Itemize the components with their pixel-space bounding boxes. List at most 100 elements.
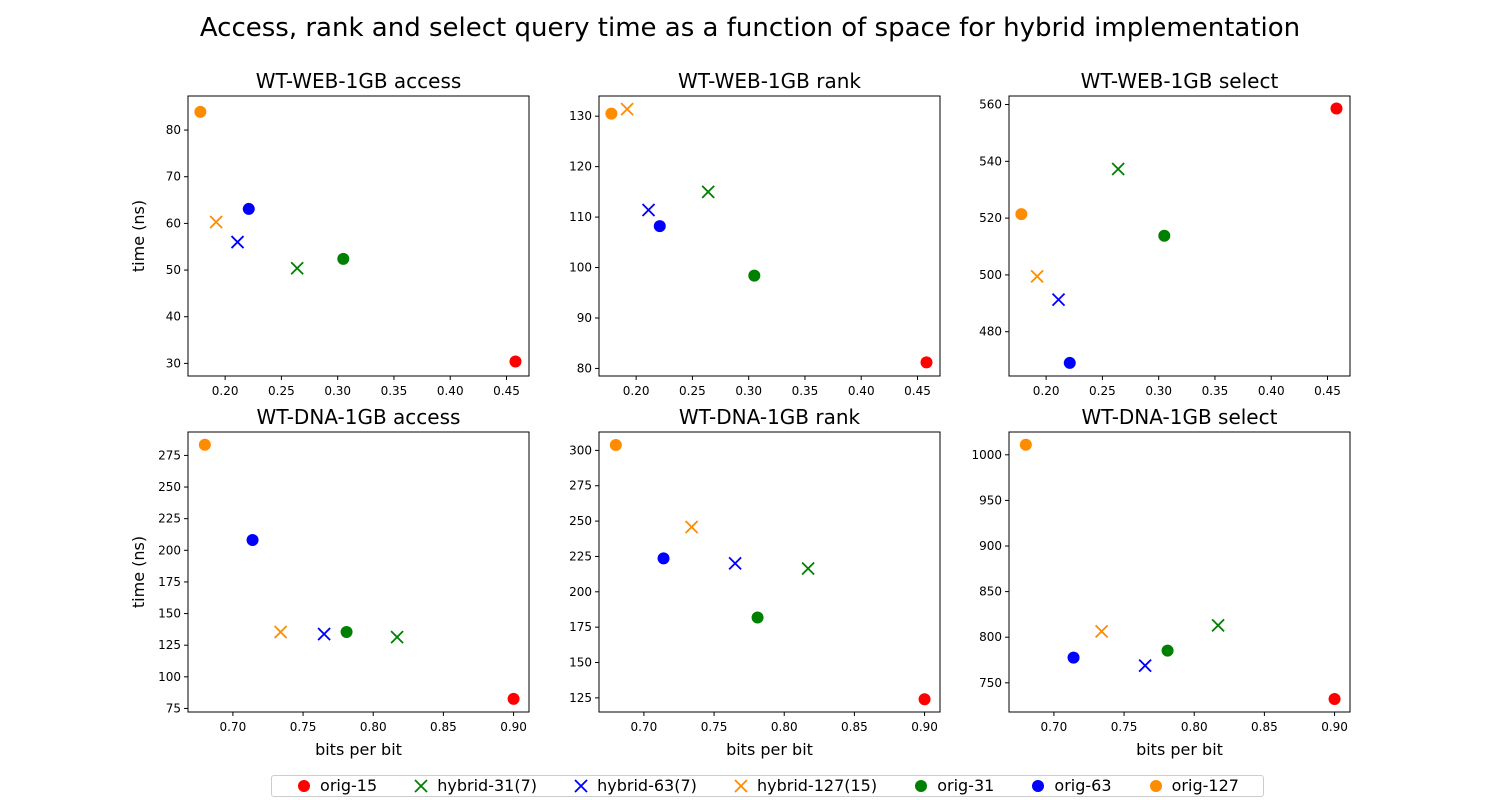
x-tick-label: 0.25 [679, 384, 706, 398]
y-tick-label: 540 [979, 154, 1002, 168]
legend-item-hybrid-31: hybrid-31(7) [413, 776, 537, 796]
legend-item-orig-31: orig-31 [913, 776, 994, 796]
data-point-hybrid-63(7) [1138, 658, 1152, 673]
legend-marker-x-icon [734, 779, 748, 793]
data-point-hybrid-31(7) [801, 561, 815, 576]
data-point-hybrid-127(15) [209, 215, 223, 229]
subplot-3: WT-WEB-1GB select 0.20 0.25 0.30 0.35 0.40 0.4… [979, 69, 1351, 398]
data-point-hybrid-63(7) [317, 627, 331, 641]
y-tick-label: 100 [569, 261, 592, 275]
subplot-title: WT-DNA-1GB rank [679, 405, 861, 429]
y-tick-label: 130 [569, 109, 592, 123]
legend-marker-circle-icon [1032, 780, 1045, 792]
data-point-orig-127 [1015, 208, 1028, 221]
legend-item-orig-15: orig-15 [296, 776, 377, 796]
plot-frame [598, 95, 941, 377]
x-tick-label: 0.35 [792, 384, 819, 398]
x-tick-label: 0.85 [430, 720, 457, 734]
data-point-hybrid-31(7) [1111, 162, 1125, 176]
y-tick-label: 90 [577, 311, 592, 325]
data-point-orig-31 [1158, 229, 1171, 242]
data-point-hybrid-63(7) [728, 556, 742, 571]
data-point-orig-63 [1067, 651, 1080, 664]
data-point-orig-127 [609, 439, 622, 452]
x-tick-label: 0.25 [1089, 384, 1116, 398]
legend-item-orig-127: orig-127 [1148, 776, 1239, 796]
x-tick-label: 0.80 [771, 720, 798, 734]
subplot-title: WT-DNA-1GB select [1082, 405, 1278, 429]
subplot-5: WT-DNA-1GB rank 0.70 0.75 0.80 0.85 0.90 125 15… [569, 405, 941, 759]
y-tick-label: 950 [979, 493, 1002, 507]
x-tick-label: 0.25 [268, 384, 295, 398]
data-point-orig-15 [920, 356, 933, 369]
x-tick-label: 0.20 [1033, 384, 1060, 398]
y-tick-label: 175 [569, 620, 592, 634]
data-point-hybrid-127(15) [620, 102, 634, 116]
y-tick-label: 225 [569, 549, 592, 563]
x-tick-label: 0.80 [1181, 720, 1208, 734]
y-tick-label: 125 [158, 638, 181, 652]
y-tick-label: 120 [569, 160, 592, 174]
data-point-orig-127 [198, 438, 211, 451]
x-tick-label: 0.40 [1258, 384, 1285, 398]
data-point-orig-127 [1019, 438, 1032, 451]
data-point-hybrid-31(7) [701, 185, 715, 199]
figure-title: Access, rank and select query time as a … [199, 13, 1301, 43]
data-point-hybrid-127(15) [273, 625, 288, 639]
data-point-orig-63 [657, 552, 670, 565]
data-point-hybrid-127(15) [1030, 269, 1044, 283]
plot-frame [1008, 95, 1351, 377]
x-tick-label: 0.80 [360, 720, 387, 734]
x-tick-label: 0.90 [500, 720, 527, 734]
plot-frame [1008, 431, 1351, 713]
legend-label: orig-15 [320, 776, 378, 795]
y-tick-label: 80 [166, 123, 181, 137]
data-point-hybrid-31(7) [290, 261, 304, 275]
y-tick-label: 1000 [971, 448, 1002, 462]
x-axis-label: bits per bit [1136, 740, 1223, 759]
data-point-orig-31 [337, 252, 350, 265]
x-tick-label: 0.35 [1202, 384, 1229, 398]
y-tick-label: 50 [166, 263, 181, 277]
x-tick-label: 0.35 [381, 384, 408, 398]
y-tick-label: 275 [158, 448, 181, 462]
data-point-hybrid-31(7) [1211, 618, 1225, 632]
y-tick-label: 100 [158, 670, 181, 684]
subplot-title: WT-WEB-1GB select [1081, 69, 1279, 93]
data-point-hybrid-63(7) [230, 235, 245, 249]
x-tick-label: 0.30 [1145, 384, 1172, 398]
plot-frame [598, 431, 941, 713]
x-tick-label: 0.90 [911, 720, 938, 734]
data-point-orig-31 [751, 611, 764, 624]
x-tick-label: 0.45 [1314, 384, 1341, 398]
y-tick-label: 800 [979, 630, 1002, 644]
data-point-orig-31 [1161, 644, 1174, 657]
x-tick-label: 0.85 [1251, 720, 1278, 734]
legend-item-orig-63: orig-63 [1030, 776, 1112, 796]
data-point-orig-127 [194, 105, 207, 118]
x-axis-label: bits per bit [726, 740, 813, 759]
y-tick-label: 110 [569, 210, 592, 224]
legend-marker-circle-icon [1149, 780, 1162, 792]
data-point-orig-63 [1063, 356, 1076, 369]
data-point-hybrid-63(7) [1051, 292, 1066, 307]
x-tick-label: 0.30 [735, 384, 762, 398]
y-tick-label: 275 [569, 479, 592, 493]
y-tick-label: 750 [979, 676, 1002, 690]
legend: orig-15 hybrid-31(7) hybrid-63(7) hybrid… [271, 775, 1264, 797]
y-tick-label: 150 [158, 607, 181, 621]
y-tick-label: 300 [569, 443, 592, 457]
x-tick-label: 0.90 [1321, 720, 1348, 734]
subplot-6: WT-DNA-1GB select 0.70 0.75 0.80 0.85 0.90 750… [971, 405, 1351, 759]
legend-label: hybrid-31(7) [437, 776, 538, 795]
y-tick-label: 225 [158, 512, 181, 526]
y-tick-label: 200 [569, 585, 592, 599]
y-tick-label: 75 [166, 701, 181, 715]
x-tick-label: 0.70 [1041, 720, 1068, 734]
x-tick-label: 0.75 [1111, 720, 1138, 734]
y-tick-label: 900 [979, 539, 1002, 553]
data-point-hybrid-127(15) [684, 520, 699, 534]
data-point-orig-127 [605, 107, 618, 120]
legend-label: hybrid-127(15) [756, 776, 878, 795]
data-point-orig-31 [748, 269, 761, 282]
